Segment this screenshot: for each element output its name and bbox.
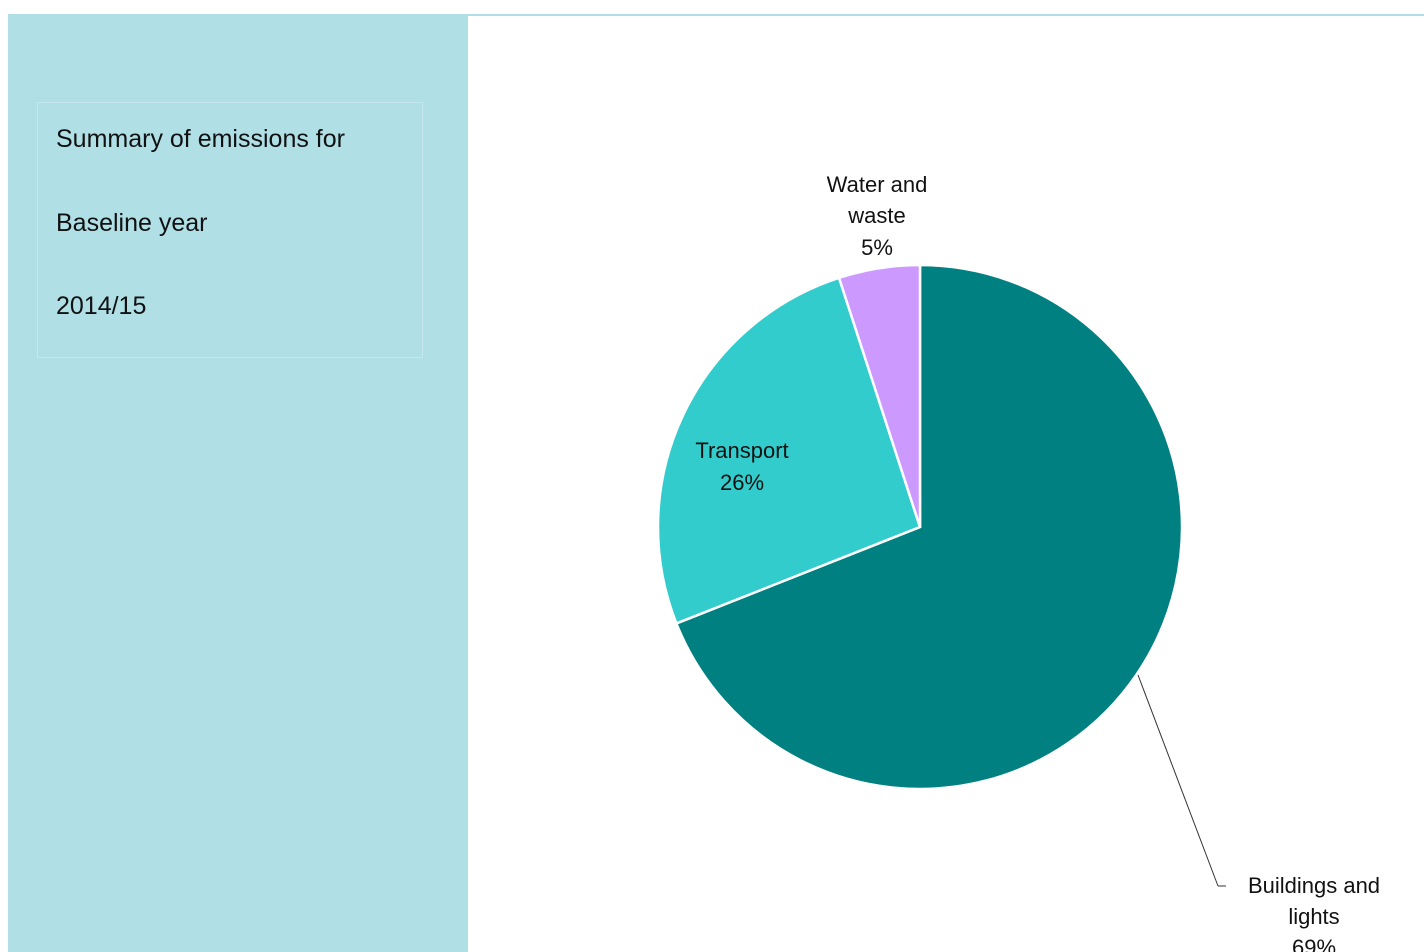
buildings-label-line1: Buildings and lights [1248,873,1380,929]
pie-slice-transport [656,276,922,626]
water-label-value: 5% [861,235,893,260]
summary-year: 2014/15 [56,292,147,320]
buildings-leader-line [1137,674,1219,887]
top-divider [468,14,1424,16]
transport-label-value: 26% [720,470,764,495]
pie-slice-water-and-waste [837,263,922,528]
summary-box [37,102,423,358]
side-panel [8,14,468,952]
pie-slices [656,263,1184,791]
transport-label-name: Transport [695,438,788,463]
water-label-line1: Water and waste [827,172,928,228]
pie-slice-buildings-and-lights [674,263,1184,791]
buildings-label-value: 69% [1292,935,1336,952]
summary-subtitle: Baseline year [56,209,208,237]
summary-title: Summary of emissions for [56,125,345,153]
